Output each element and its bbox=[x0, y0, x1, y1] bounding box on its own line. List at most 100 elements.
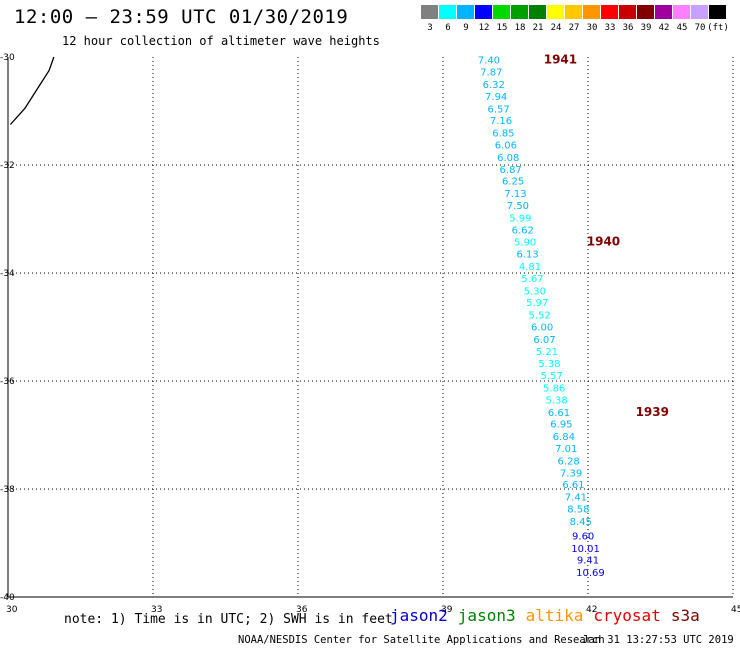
swh-value: 6.00 bbox=[531, 322, 553, 333]
color-scale-label: 42 bbox=[658, 23, 670, 33]
satellite-legend-item: jason3 bbox=[457, 606, 516, 625]
satellite-legend-item: s3a bbox=[670, 606, 700, 625]
color-scale-label: 12 bbox=[478, 23, 490, 33]
color-swatch bbox=[457, 5, 474, 19]
swh-value: 7.13 bbox=[504, 189, 526, 200]
color-swatch bbox=[655, 5, 672, 19]
swh-value: 8.45 bbox=[570, 517, 592, 528]
swh-value: 7.40 bbox=[478, 56, 500, 67]
color-swatch bbox=[529, 5, 546, 19]
swh-value: 9.60 bbox=[572, 531, 594, 542]
color-swatch bbox=[709, 5, 726, 19]
swh-value: 5.30 bbox=[524, 286, 546, 297]
satellite-legend-item: altika bbox=[525, 606, 584, 625]
satellite-legend-item: cryosat bbox=[593, 606, 661, 625]
swh-value: 8.58 bbox=[567, 504, 589, 515]
color-scale-label: 9 bbox=[463, 23, 469, 33]
swh-value: 10.69 bbox=[576, 568, 605, 579]
color-swatch bbox=[619, 5, 636, 19]
swh-value: 6.06 bbox=[495, 140, 517, 151]
color-swatch bbox=[511, 5, 528, 19]
color-swatch bbox=[601, 5, 618, 19]
swh-value: 7.50 bbox=[507, 201, 529, 212]
y-tick-label: -34 bbox=[0, 269, 15, 279]
color-scale-label: 30 bbox=[586, 23, 598, 33]
x-tick-label: 42 bbox=[586, 605, 597, 615]
color-swatch bbox=[673, 5, 690, 19]
swh-value: 5.99 bbox=[509, 213, 531, 224]
x-tick-label: 45 bbox=[731, 605, 740, 615]
units-note: note: 1) Time is in UTC; 2) SWH is in fe… bbox=[64, 612, 393, 627]
satellite-legend: jason2 jason3 altika cryosat s3a bbox=[390, 606, 710, 625]
swh-value: 10.01 bbox=[571, 544, 600, 555]
x-tick-label: 36 bbox=[296, 605, 308, 615]
swh-value: 5.97 bbox=[526, 298, 548, 309]
time-label: 1939 bbox=[636, 405, 669, 419]
color-swatch bbox=[475, 5, 492, 19]
color-scale-label: 18 bbox=[514, 23, 526, 33]
satellite-legend-item: jason2 bbox=[390, 606, 448, 625]
y-tick-label: -40 bbox=[0, 593, 15, 603]
swh-value: 5.86 bbox=[543, 383, 565, 394]
y-tick-label: -38 bbox=[0, 485, 15, 495]
x-tick-label: 33 bbox=[151, 605, 162, 615]
swh-value: 7.94 bbox=[485, 92, 507, 103]
color-scale-label: 45 bbox=[676, 23, 688, 33]
color-swatch bbox=[637, 5, 654, 19]
swh-value: 6.07 bbox=[533, 335, 555, 346]
x-tick-label: 39 bbox=[441, 605, 453, 615]
y-tick-label: -36 bbox=[0, 377, 15, 387]
time-label: 1941 bbox=[544, 53, 577, 67]
color-swatch bbox=[421, 5, 438, 19]
x-tick-label: 30 bbox=[6, 605, 18, 615]
color-scale-label: 70 bbox=[694, 23, 706, 33]
color-swatch bbox=[565, 5, 582, 19]
swh-value: 6.08 bbox=[497, 153, 519, 164]
swh-value: 7.16 bbox=[490, 116, 512, 127]
color-swatch bbox=[439, 5, 456, 19]
swh-value: 9.41 bbox=[577, 556, 599, 567]
color-swatch bbox=[547, 5, 564, 19]
swh-value: 6.85 bbox=[492, 129, 514, 140]
coastline bbox=[9, 56, 55, 125]
color-scale-label: 33 bbox=[604, 23, 616, 33]
swh-value: 5.52 bbox=[529, 311, 551, 322]
swh-value: 7.87 bbox=[480, 68, 502, 79]
chart-title: 12:00 – 23:59 UTC 01/30/2019 bbox=[14, 6, 349, 28]
y-tick-label: -30 bbox=[0, 53, 15, 63]
color-scale-label: 6 bbox=[445, 23, 451, 33]
color-swatch bbox=[493, 5, 510, 19]
swh-value: 6.32 bbox=[483, 80, 505, 91]
swh-value: 6.61 bbox=[562, 480, 584, 491]
swh-value: 5.90 bbox=[514, 238, 536, 249]
swh-value: 6.61 bbox=[548, 408, 570, 419]
color-scale-label: 3 bbox=[427, 23, 433, 33]
chart-subtitle: 12 hour collection of altimeter wave hei… bbox=[62, 34, 380, 48]
swh-value: 6.13 bbox=[516, 250, 538, 261]
color-swatch bbox=[583, 5, 600, 19]
color-scale-label: 39 bbox=[640, 23, 652, 33]
swh-value: 6.25 bbox=[502, 177, 524, 188]
color-scale-label: 36 bbox=[622, 23, 634, 33]
swh-value: 6.57 bbox=[487, 104, 509, 115]
swh-value: 7.01 bbox=[555, 444, 577, 455]
swh-value: 5.38 bbox=[545, 395, 567, 406]
swh-value: 6.62 bbox=[512, 225, 534, 236]
color-scale-label: (ft) bbox=[707, 23, 729, 33]
swh-value: 6.84 bbox=[553, 432, 575, 443]
time-label: 1940 bbox=[587, 235, 620, 249]
swh-value: 5.21 bbox=[536, 347, 558, 358]
color-scale-label: 27 bbox=[568, 23, 580, 33]
color-scale-label: 24 bbox=[550, 23, 562, 33]
y-tick-label: -32 bbox=[0, 161, 15, 171]
swh-value: 5.38 bbox=[538, 359, 560, 370]
swh-value: 7.41 bbox=[565, 493, 587, 504]
color-swatch bbox=[691, 5, 708, 19]
swh-value: 4.81 bbox=[519, 262, 541, 273]
swh-value: 6.87 bbox=[500, 165, 522, 176]
color-scale-label: 21 bbox=[532, 23, 544, 33]
generation-timestamp: Jan 31 13:27:53 UTC 2019 bbox=[582, 634, 734, 646]
swh-value: 6.28 bbox=[558, 456, 580, 467]
swh-value: 6.95 bbox=[550, 420, 572, 431]
